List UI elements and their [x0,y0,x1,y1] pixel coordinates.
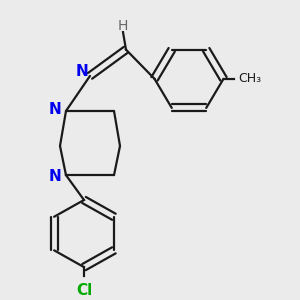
Text: N: N [49,169,62,184]
Text: N: N [49,102,62,117]
Text: CH₃: CH₃ [238,72,262,85]
Text: H: H [118,19,128,33]
Text: N: N [76,64,89,79]
Text: Cl: Cl [76,283,92,298]
